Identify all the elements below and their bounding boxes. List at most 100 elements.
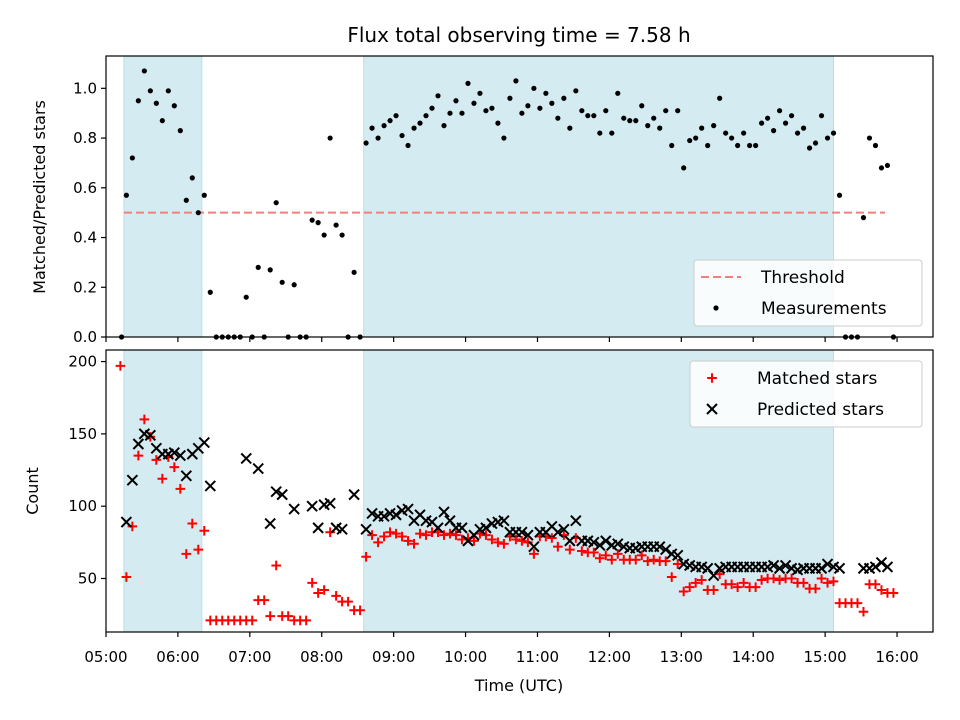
- matched-star-point: [409, 538, 419, 549]
- matched-star-point: [786, 573, 797, 584]
- measurement-point: [369, 125, 375, 131]
- matched-star-point: [151, 455, 162, 465]
- matched-star-point: [139, 414, 150, 425]
- legend-predicted-label: Predicted stars: [757, 400, 884, 420]
- matched-star-point: [523, 537, 533, 548]
- top-y-tick-label: 0.4: [73, 229, 97, 247]
- measurement-point: [549, 100, 555, 106]
- measurement-point: [501, 135, 507, 141]
- measurement-point: [669, 142, 675, 149]
- predicted-star-point: [174, 449, 187, 462]
- measurement-point: [171, 103, 177, 109]
- measurement-point: [591, 113, 597, 119]
- matched-star-point: [738, 578, 749, 588]
- bottom-shade-band-0: [123, 349, 203, 633]
- measurement-point: [657, 125, 663, 131]
- measurement-point: [878, 165, 885, 171]
- measurement-point: [561, 95, 567, 101]
- matched-star-point: [361, 552, 371, 562]
- measurement-point: [615, 90, 621, 96]
- measurement-point: [747, 142, 753, 149]
- matched-star-point: [732, 582, 743, 592]
- matched-star-point: [481, 530, 491, 540]
- matched-star-point: [271, 560, 281, 571]
- measurement-point: [866, 135, 873, 141]
- measurement-point: [860, 215, 867, 221]
- bottom-x-tick-label: 09:00: [372, 648, 415, 666]
- top-axes-frame: [105, 55, 934, 338]
- measurement-point: [741, 130, 747, 136]
- measurement-point: [573, 88, 579, 94]
- matched-star-point: [606, 554, 617, 565]
- predicted-star-point: [528, 540, 540, 553]
- matched-star-point: [870, 579, 881, 590]
- measurement-point: [147, 88, 153, 94]
- measurement-point: [633, 118, 639, 124]
- measurement-point: [453, 98, 459, 104]
- measurement-point: [201, 192, 207, 198]
- bottom-axes-frame: [105, 349, 934, 633]
- matched-star-point: [612, 549, 623, 559]
- matched-star-point: [325, 527, 335, 538]
- matched-star-point: [283, 611, 293, 621]
- matched-star-point: [696, 575, 707, 585]
- matched-star-point: [678, 586, 689, 597]
- matched-star-point: [648, 554, 659, 565]
- matched-star-point: [828, 576, 839, 587]
- measurement-point: [836, 192, 843, 198]
- predicted-star-point: [480, 522, 492, 534]
- predicted-star-point: [672, 549, 684, 562]
- predicted-star-point: [132, 438, 145, 450]
- matched-star-point: [175, 484, 186, 494]
- measurement-point: [435, 93, 441, 99]
- measurement-point: [609, 130, 615, 136]
- measurement-point: [423, 113, 429, 119]
- measurement-point: [333, 222, 339, 228]
- matched-star-point: [816, 573, 827, 584]
- predicted-star-point: [402, 503, 414, 515]
- matched-star-point: [199, 525, 210, 536]
- measurement-point: [723, 130, 729, 136]
- bottom-legend: Matched stars Predicted stars: [689, 360, 923, 428]
- matched-star-point: [768, 573, 779, 584]
- matched-star-point: [379, 531, 389, 542]
- predicted-star-point: [660, 543, 672, 556]
- matched-star-point: [798, 578, 809, 588]
- predicted-star-point: [180, 470, 193, 482]
- measurement-point: [159, 118, 165, 124]
- matched-star-point: [750, 582, 761, 592]
- measurement-point: [129, 155, 135, 161]
- measurement-point: [597, 130, 603, 136]
- measurement-point: [273, 200, 279, 206]
- measurement-point: [585, 113, 591, 119]
- matched-star-point: [319, 585, 329, 595]
- matched-star-point: [499, 538, 509, 549]
- predicted-star-point: [594, 539, 606, 551]
- measurement-point: [507, 95, 513, 101]
- bottom-x-tick-label: 16:00: [875, 648, 918, 666]
- measurement-point: [393, 113, 399, 119]
- predicted-star-point: [767, 559, 780, 572]
- measurement-point: [141, 68, 147, 74]
- measurement-point: [537, 105, 543, 111]
- measurement-point: [782, 120, 789, 126]
- measurement-point: [627, 118, 633, 124]
- predicted-star-point: [612, 538, 624, 550]
- matched-star-point: [469, 536, 479, 546]
- matched-star-point: [822, 578, 833, 588]
- bottom-x-tick-label: 08:00: [300, 648, 343, 666]
- predicted-star-point: [336, 523, 348, 536]
- matched-star-point: [774, 575, 785, 585]
- legend-measurements-label: Measurements: [761, 299, 887, 319]
- bottom-x-tick-label: 11:00: [516, 648, 559, 666]
- measurement-point: [399, 132, 405, 139]
- measurement-point: [729, 135, 735, 141]
- predicted-star-point: [144, 429, 157, 442]
- predicted-star-point: [270, 486, 282, 498]
- matched-star-point: [397, 531, 407, 542]
- predicted-stars-series: [120, 428, 894, 582]
- measurement-point: [153, 100, 159, 106]
- measurement-point: [483, 108, 489, 114]
- matched-star-point: [630, 554, 641, 565]
- matched-star-point: [193, 544, 204, 555]
